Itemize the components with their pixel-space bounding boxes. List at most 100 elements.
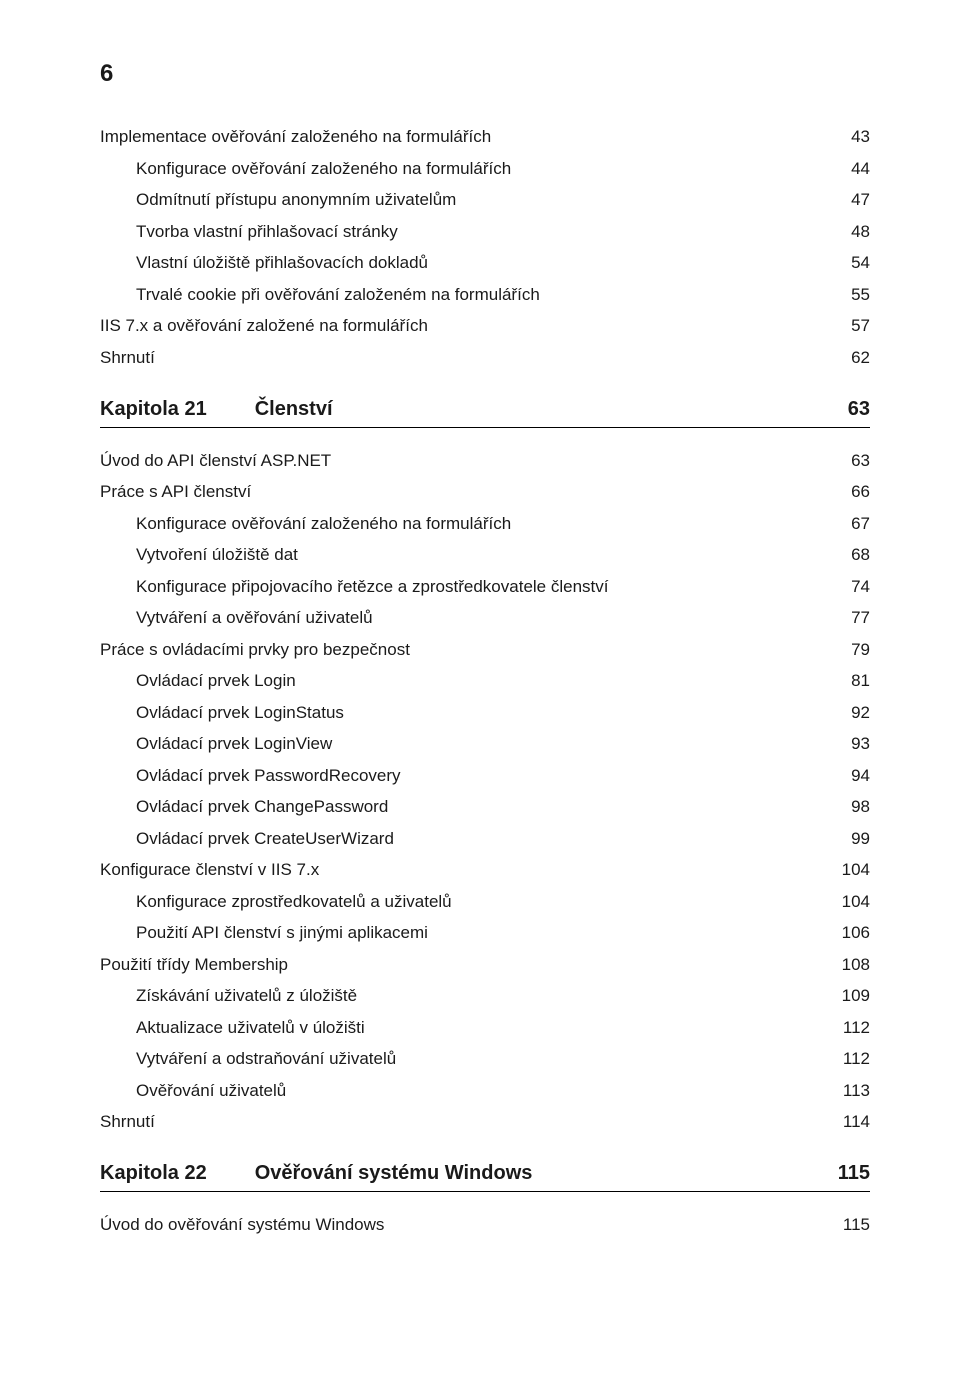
page-number: 6 — [100, 60, 870, 88]
toc-entry-label: Úvod do API členství ASP.NET — [100, 452, 810, 469]
toc-entry: Aktualizace uživatelů v úložišti112 — [100, 1019, 870, 1036]
toc-entry-label: Shrnutí — [100, 1113, 810, 1130]
toc-entry: Trvalé cookie při ověřování založeném na… — [100, 286, 870, 303]
toc-entry-label: Ovládací prvek CreateUserWizard — [100, 830, 810, 847]
toc-entry-page: 43 — [810, 128, 870, 145]
toc-entry-label: Ovládací prvek LoginStatus — [100, 704, 810, 721]
toc-entry: Ovládací prvek LoginStatus92 — [100, 704, 870, 721]
toc-section-1: Implementace ověřování založeného na for… — [100, 128, 870, 366]
toc-entry: Vytváření a ověřování uživatelů77 — [100, 609, 870, 626]
toc-entry: Konfigurace připojovacího řetězce a zpro… — [100, 578, 870, 595]
toc-entry: Úvod do ověřování systému Windows115 — [100, 1216, 870, 1233]
toc-entry: Ovládací prvek ChangePassword98 — [100, 798, 870, 815]
toc-entry-page: 114 — [810, 1113, 870, 1130]
toc-entry-page: 104 — [810, 893, 870, 910]
toc-entry-label: Ovládací prvek PasswordRecovery — [100, 767, 810, 784]
toc-entry-label: Vytváření a ověřování uživatelů — [100, 609, 810, 626]
toc-entry-label: Tvorba vlastní přihlašovací stránky — [100, 223, 810, 240]
toc-entry-label: Odmítnutí přístupu anonymním uživatelům — [100, 191, 810, 208]
toc-entry: Ověřování uživatelů113 — [100, 1082, 870, 1099]
toc-entry-label: IIS 7.x a ověřování založené na formulář… — [100, 317, 810, 334]
chapter-page: 63 — [810, 398, 870, 421]
toc-section-3: Úvod do ověřování systému Windows115 — [100, 1216, 870, 1233]
toc-entry-page: 106 — [810, 924, 870, 941]
toc-entry-label: Implementace ověřování založeného na for… — [100, 128, 810, 145]
toc-entry-label: Konfigurace připojovacího řetězce a zpro… — [100, 578, 810, 595]
toc-entry-label: Práce s ovládacími prvky pro bezpečnost — [100, 641, 810, 658]
toc-entry: Tvorba vlastní přihlašovací stránky48 — [100, 223, 870, 240]
toc-entry: Ovládací prvek Login81 — [100, 672, 870, 689]
toc-entry: Vytvoření úložiště dat68 — [100, 546, 870, 563]
chapter-prefix: Kapitola 21 — [100, 398, 207, 421]
toc-entry-page: 113 — [810, 1082, 870, 1099]
toc-entry-page: 63 — [810, 452, 870, 469]
toc-entry-label: Ovládací prvek ChangePassword — [100, 798, 810, 815]
toc-entry: Vytváření a odstraňování uživatelů112 — [100, 1050, 870, 1067]
toc-entry-page: 77 — [810, 609, 870, 626]
toc-entry-label: Vlastní úložiště přihlašovacích dokladů — [100, 254, 810, 271]
toc-entry-label: Konfigurace ověřování založeného na form… — [100, 160, 810, 177]
toc-entry-page: 66 — [810, 483, 870, 500]
toc-entry-page: 94 — [810, 767, 870, 784]
toc-entry-label: Úvod do ověřování systému Windows — [100, 1216, 810, 1233]
toc-entry-page: 104 — [810, 861, 870, 878]
toc-entry: Práce s ovládacími prvky pro bezpečnost7… — [100, 641, 870, 658]
toc-entry-label: Aktualizace uživatelů v úložišti — [100, 1019, 810, 1036]
toc-entry-page: 98 — [810, 798, 870, 815]
toc-entry: Použití API členství s jinými aplikacemi… — [100, 924, 870, 941]
toc-entry-label: Použití API členství s jinými aplikacemi — [100, 924, 810, 941]
toc-entry: Konfigurace zprostředkovatelů a uživatel… — [100, 893, 870, 910]
toc-entry-page: 62 — [810, 349, 870, 366]
toc-entry: Odmítnutí přístupu anonymním uživatelům4… — [100, 191, 870, 208]
chapter-page: 115 — [810, 1162, 870, 1185]
toc-entry-page: 55 — [810, 286, 870, 303]
toc-entry-label: Ovládací prvek Login — [100, 672, 810, 689]
toc-entry-page: 112 — [810, 1019, 870, 1036]
toc-entry-page: 115 — [810, 1216, 870, 1233]
toc-entry-page: 48 — [810, 223, 870, 240]
toc-entry-page: 99 — [810, 830, 870, 847]
toc-entry-label: Shrnutí — [100, 349, 810, 366]
toc-entry-label: Ověřování uživatelů — [100, 1082, 810, 1099]
toc-entry-label: Vytváření a odstraňování uživatelů — [100, 1050, 810, 1067]
toc-entry-page: 74 — [810, 578, 870, 595]
toc-entry: Ovládací prvek CreateUserWizard99 — [100, 830, 870, 847]
toc-entry-page: 79 — [810, 641, 870, 658]
toc-entry: Vlastní úložiště přihlašovacích dokladů5… — [100, 254, 870, 271]
toc-entry-page: 108 — [810, 956, 870, 973]
chapter-title: Členství — [255, 398, 333, 421]
toc-entry-page: 68 — [810, 546, 870, 563]
toc-entry-page: 92 — [810, 704, 870, 721]
toc-entry-label: Použití třídy Membership — [100, 956, 810, 973]
toc-entry-page: 112 — [810, 1050, 870, 1067]
toc-entry-page: 44 — [810, 160, 870, 177]
toc-entry: Ovládací prvek PasswordRecovery94 — [100, 767, 870, 784]
toc-entry-label: Ovládací prvek LoginView — [100, 735, 810, 752]
toc-entry: Shrnutí62 — [100, 349, 870, 366]
toc-entry: Implementace ověřování založeného na for… — [100, 128, 870, 145]
toc-section-2: Úvod do API členství ASP.NET63Práce s AP… — [100, 452, 870, 1131]
toc-entry: Shrnutí114 — [100, 1113, 870, 1130]
toc-entry: Úvod do API členství ASP.NET63 — [100, 452, 870, 469]
toc-entry-label: Trvalé cookie při ověřování založeném na… — [100, 286, 810, 303]
toc-entry: Konfigurace ověřování založeného na form… — [100, 160, 870, 177]
toc-entry: Konfigurace členství v IIS 7.x104 — [100, 861, 870, 878]
toc-entry-label: Práce s API členství — [100, 483, 810, 500]
toc-entry-page: 54 — [810, 254, 870, 271]
toc-entry: Ovládací prvek LoginView93 — [100, 735, 870, 752]
toc-entry-page: 109 — [810, 987, 870, 1004]
chapter-22-heading: Kapitola 22 Ověřování systému Windows 11… — [100, 1162, 870, 1192]
toc-entry-page: 81 — [810, 672, 870, 689]
toc-entry: Použití třídy Membership108 — [100, 956, 870, 973]
toc-entry-page: 57 — [810, 317, 870, 334]
toc-entry: Práce s API členství66 — [100, 483, 870, 500]
toc-entry: Získávání uživatelů z úložiště109 — [100, 987, 870, 1004]
toc-entry-page: 67 — [810, 515, 870, 532]
toc-entry-page: 93 — [810, 735, 870, 752]
toc-entry-page: 47 — [810, 191, 870, 208]
toc-entry-label: Vytvoření úložiště dat — [100, 546, 810, 563]
chapter-21-heading: Kapitola 21 Členství 63 — [100, 398, 870, 428]
chapter-title: Ověřování systému Windows — [255, 1162, 533, 1185]
toc-entry: Konfigurace ověřování založeného na form… — [100, 515, 870, 532]
chapter-prefix: Kapitola 22 — [100, 1162, 207, 1185]
